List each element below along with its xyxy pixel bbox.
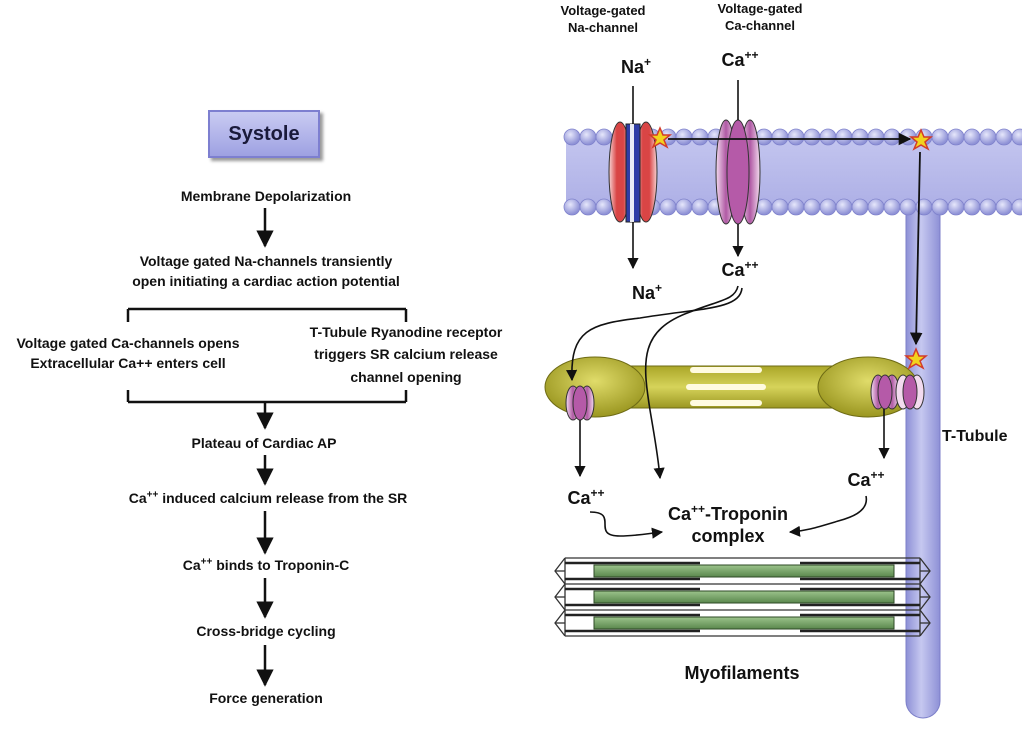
branch-ryanodine-line1: T-Tubule Ryanodine receptor bbox=[309, 324, 503, 340]
phospholipid-head bbox=[835, 198, 853, 216]
phospholipid-head bbox=[659, 198, 677, 216]
phospholipid-head bbox=[771, 198, 789, 216]
myofilaments bbox=[554, 557, 931, 637]
phospholipid-head bbox=[883, 198, 901, 216]
left-ca-squiggle bbox=[589, 511, 664, 539]
phospholipid-head bbox=[579, 198, 597, 216]
na-channel bbox=[608, 121, 658, 223]
ion-na-outside: Na+ bbox=[620, 55, 652, 77]
phospholipid-head bbox=[995, 198, 1013, 216]
phospholipid-head bbox=[931, 128, 949, 146]
phospholipid-head bbox=[595, 128, 613, 146]
right-arrows bbox=[566, 80, 923, 539]
ion-ca-sr-right: Ca++ bbox=[847, 468, 885, 490]
phospholipid-head bbox=[563, 128, 581, 146]
sr-channel-left bbox=[565, 385, 595, 421]
branch-ryanodine-line2: triggers SR calcium release bbox=[314, 346, 498, 362]
phospholipid-head bbox=[803, 198, 821, 216]
systole-box: Systole bbox=[208, 110, 320, 158]
sr-channel-right bbox=[870, 374, 900, 410]
step-na-channels-line1: Voltage gated Na-channels transiently bbox=[139, 253, 393, 269]
step-force-generation: Force generation bbox=[209, 690, 323, 706]
sarcoplasmic-reticulum bbox=[544, 356, 919, 418]
t-tubule-label: T-Tubule bbox=[942, 428, 1008, 445]
systole-label: Systole bbox=[228, 122, 300, 145]
phospholipid-head bbox=[1011, 128, 1022, 146]
phospholipid-head bbox=[787, 128, 805, 146]
phospholipid-head bbox=[995, 128, 1013, 146]
phospholipid-head bbox=[675, 198, 693, 216]
phospholipid-head bbox=[563, 198, 581, 216]
star-icons bbox=[647, 126, 934, 370]
na-channel-label: Voltage-gated Na-channel bbox=[560, 3, 646, 35]
phospholipid-head bbox=[867, 128, 885, 146]
step-plateau: Plateau of Cardiac AP bbox=[191, 435, 337, 451]
phospholipid-head bbox=[931, 198, 949, 216]
phospholipid-head bbox=[851, 128, 869, 146]
star-icon bbox=[903, 347, 929, 370]
star-icon bbox=[647, 126, 673, 149]
phospholipid-head bbox=[675, 128, 693, 146]
phospholipid-head bbox=[883, 128, 901, 146]
phospholipid-head bbox=[867, 198, 885, 216]
ion-ca-outside: Ca++ bbox=[721, 48, 759, 70]
step-calcium-induced-release: Ca++ induced calcium release from the SR bbox=[128, 489, 408, 506]
star-icon bbox=[908, 128, 934, 151]
branch-ca-channels-line2: Extracellular Ca++ enters cell bbox=[30, 355, 226, 371]
phospholipid-head bbox=[787, 198, 805, 216]
phospholipid-head bbox=[979, 128, 997, 146]
ca-channel-label: Voltage-gated Ca-channel bbox=[717, 1, 803, 33]
phospholipid-head bbox=[1011, 198, 1022, 216]
phospholipid-head bbox=[947, 128, 965, 146]
phospholipid-head bbox=[851, 198, 869, 216]
flow-arrows bbox=[126, 208, 408, 687]
troponin-complex-label: Ca++-Troponin complex bbox=[667, 502, 789, 546]
step-binds-troponin: Ca++ binds to Troponin-C bbox=[182, 556, 350, 573]
ca-to-troponin-curve bbox=[644, 285, 739, 480]
myofilaments-label: Myofilaments bbox=[684, 663, 800, 683]
phospholipid-head bbox=[899, 198, 917, 216]
branch-ca-channels-line1: Voltage gated Ca-channels opens bbox=[16, 335, 240, 351]
phospholipid-head bbox=[819, 128, 837, 146]
phospholipid-head bbox=[691, 198, 709, 216]
phospholipid-head bbox=[979, 198, 997, 216]
step-cross-bridge: Cross-bridge cycling bbox=[196, 623, 336, 639]
phospholipid-head bbox=[835, 128, 853, 146]
ion-na-inside: Na+ bbox=[631, 281, 663, 303]
ryanodine-receptor bbox=[895, 374, 925, 410]
ca-channel bbox=[715, 119, 761, 225]
ttubule-signal-arrow bbox=[909, 151, 923, 346]
phospholipid-head bbox=[579, 128, 597, 146]
step-membrane-depolarization: Membrane Depolarization bbox=[180, 188, 352, 204]
phospholipid-head bbox=[947, 198, 965, 216]
phospholipid-head bbox=[595, 198, 613, 216]
phospholipid-head bbox=[771, 128, 789, 146]
ion-ca-inside: Ca++ bbox=[721, 258, 759, 280]
phospholipid-head bbox=[803, 128, 821, 146]
phospholipid-head bbox=[819, 198, 837, 216]
ion-ca-sr-left: Ca++ bbox=[567, 486, 605, 508]
phospholipid-head bbox=[691, 128, 709, 146]
phospholipid-head bbox=[963, 128, 981, 146]
step-na-channels-line2: open initiating a cardiac action potenti… bbox=[132, 273, 400, 289]
right-ca-squiggle bbox=[788, 495, 867, 537]
phospholipid-head bbox=[963, 198, 981, 216]
ca-to-sr-curve bbox=[566, 287, 743, 382]
branch-ryanodine-line3: channel opening bbox=[350, 369, 462, 385]
